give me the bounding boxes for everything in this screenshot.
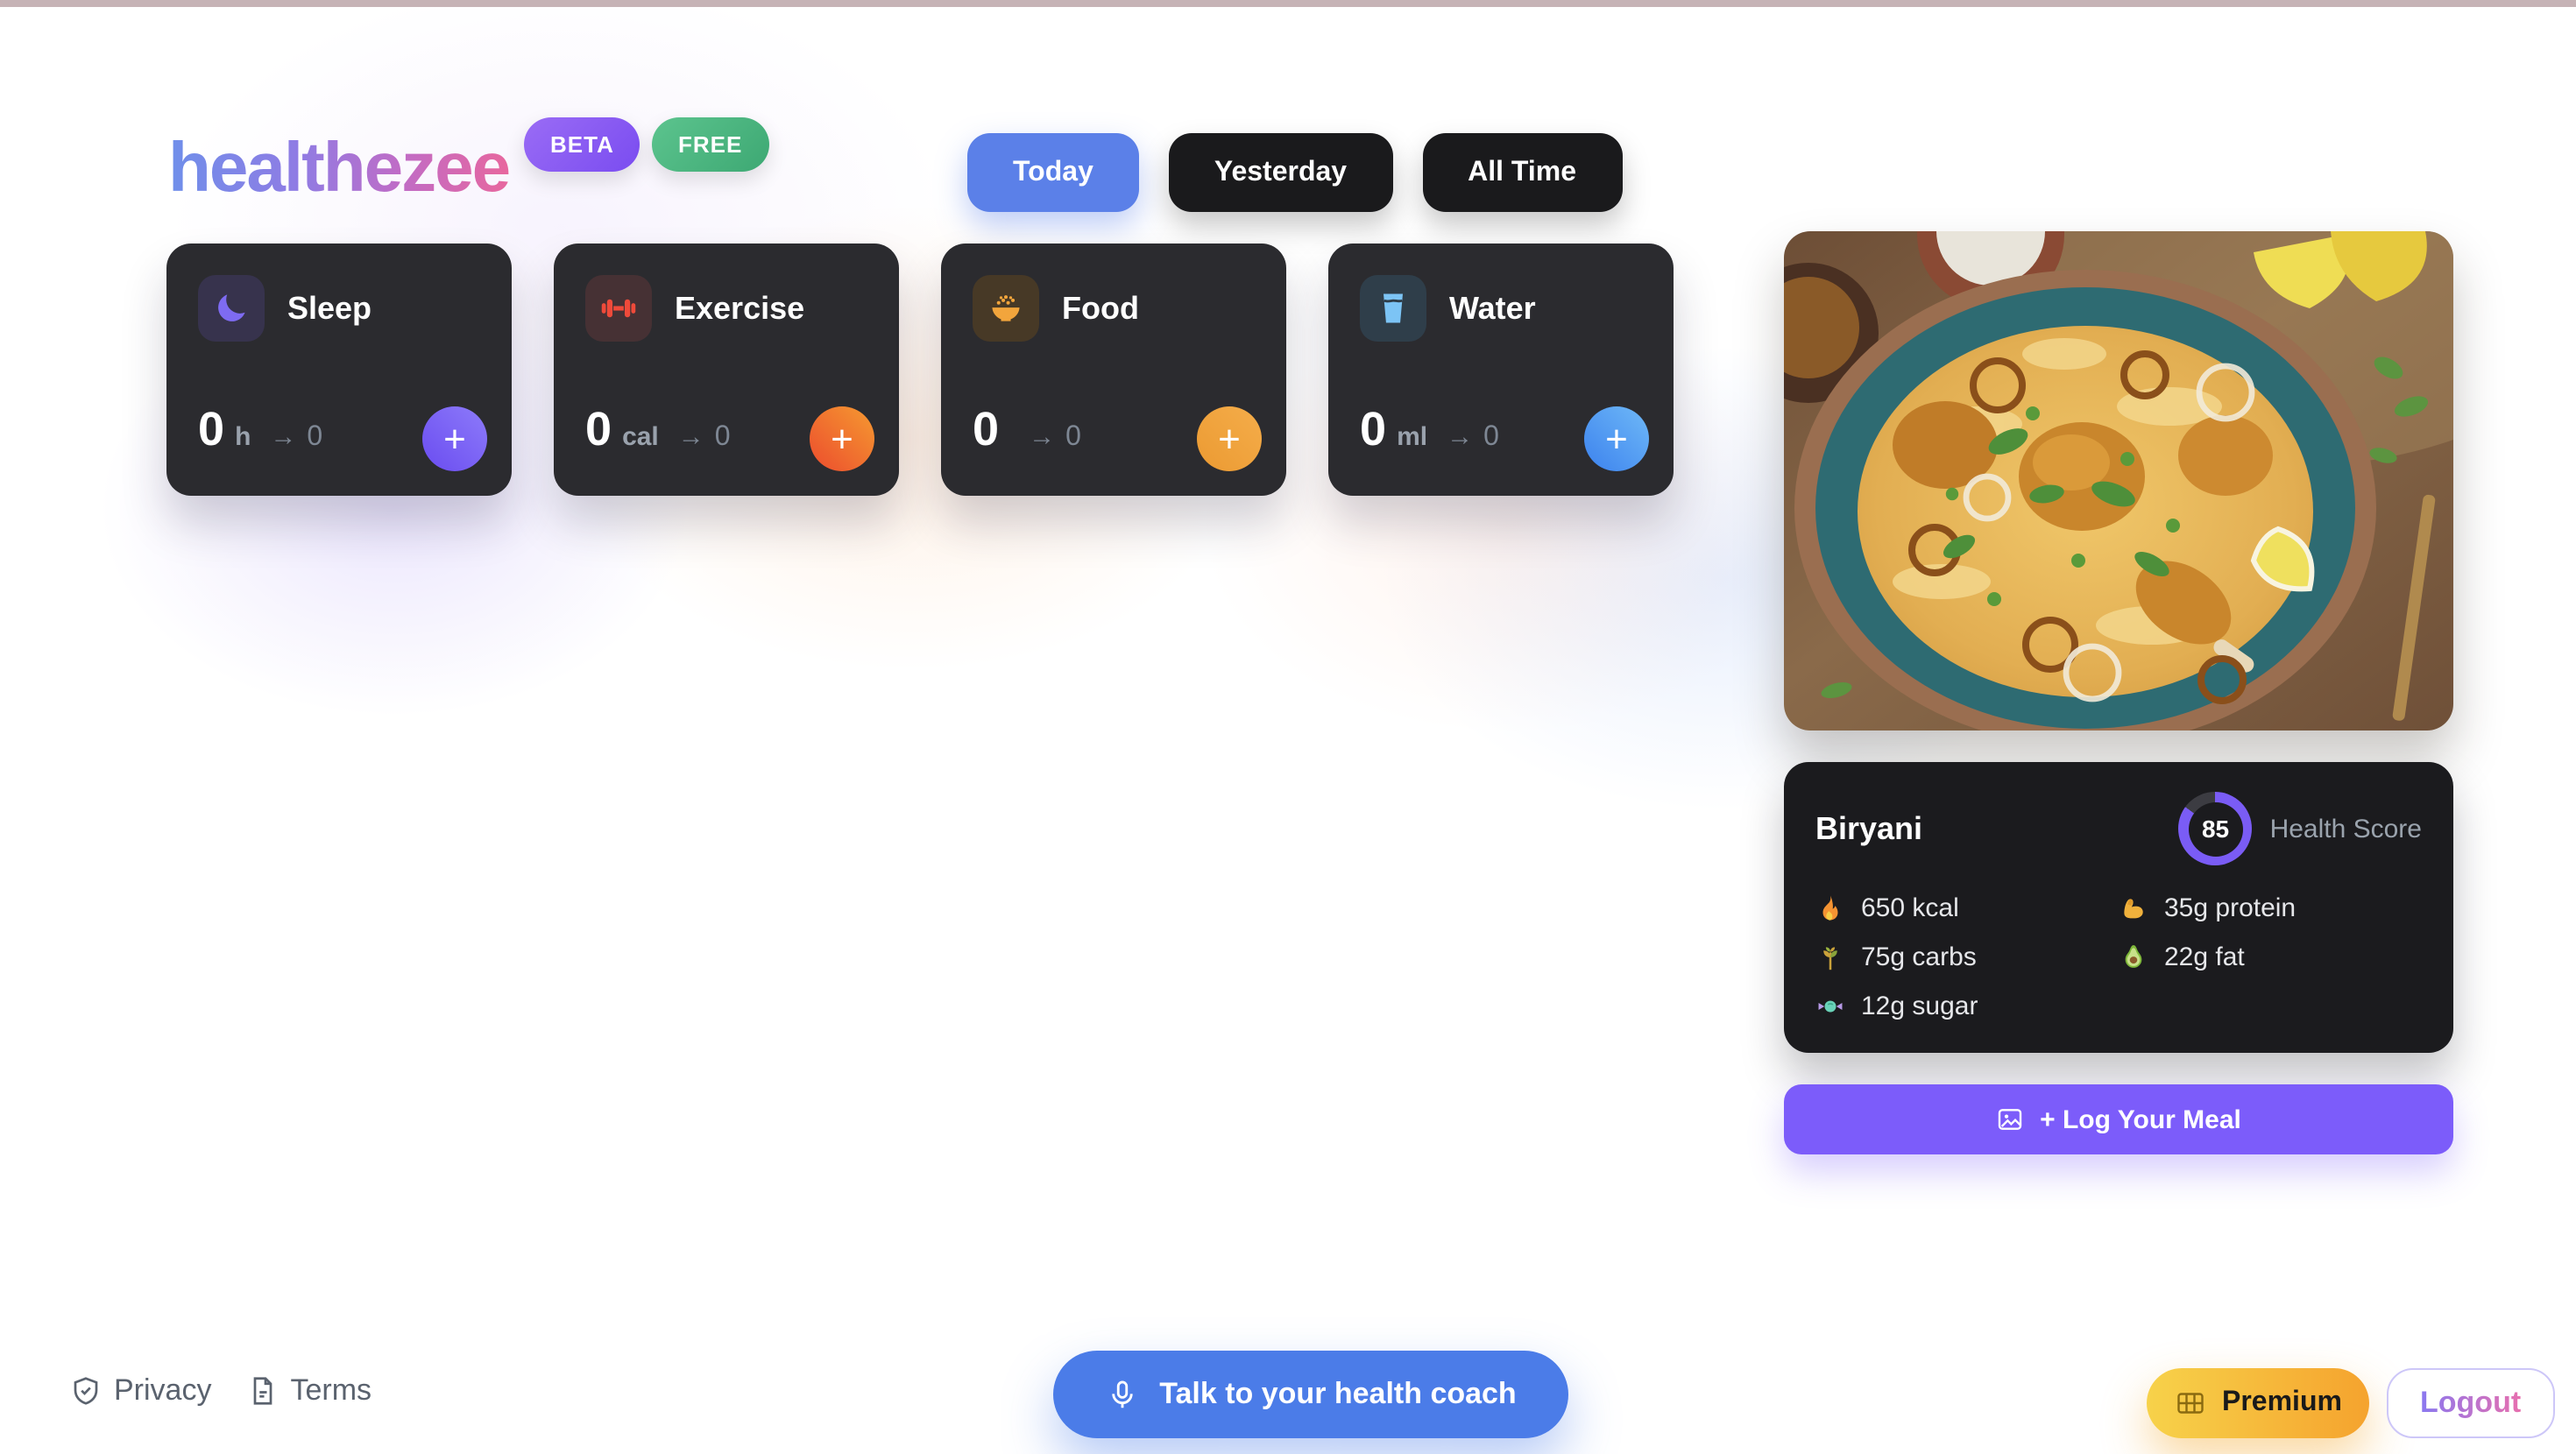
exercise-value: 0 — [585, 403, 612, 455]
talk-to-health-coach-button[interactable]: Talk to your health coach — [1053, 1351, 1568, 1438]
nutrient-fat: 22g fat — [2119, 942, 2422, 972]
fire-icon — [1822, 895, 1838, 921]
arrow-icon: → — [677, 422, 704, 452]
food-goal: 0 — [1065, 422, 1081, 452]
rice-sheaf-icon — [1823, 947, 1837, 971]
sleep-value-row: 0 h → 0 — [198, 403, 322, 457]
arrow-icon: → — [1447, 422, 1474, 452]
arrow-icon: → — [1029, 422, 1056, 452]
nutrient-sugar-text: 12g sugar — [1861, 992, 1978, 1021]
candy-icon — [1818, 1000, 1843, 1013]
water-value: 0 — [1360, 403, 1387, 455]
add-water-button[interactable]: + — [1584, 406, 1649, 471]
privacy-link[interactable]: Privacy — [70, 1373, 211, 1408]
nutrients-grid: 650 kcal 35g protein 75g carbs 22g fat 1… — [1815, 893, 2422, 1021]
photo-icon — [1998, 1109, 2022, 1130]
nutrient-calories-text: 650 kcal — [1861, 893, 1959, 923]
coach-button-label: Talk to your health coach — [1159, 1377, 1517, 1410]
food-card: Food 0 → 0 + — [941, 244, 1286, 496]
nutrient-carbs-text: 75g carbs — [1861, 942, 1977, 972]
meal-name: Biryani — [1815, 810, 1923, 845]
premium-label: Premium — [2222, 1387, 2342, 1417]
water-glass-icon — [1360, 275, 1426, 342]
water-card-title: Water — [1449, 290, 1536, 325]
sleep-card: Sleep 0 h → 0 + — [166, 244, 512, 496]
privacy-label: Privacy — [114, 1373, 212, 1407]
beta-badge: BETA — [524, 117, 640, 172]
top-accent-bar — [0, 0, 2576, 7]
food-card-title: Food — [1062, 290, 1139, 325]
tab-yesterday[interactable]: Yesterday — [1168, 133, 1393, 212]
add-sleep-button[interactable]: + — [422, 406, 487, 471]
nutrient-fat-text: 22g fat — [2164, 942, 2245, 972]
nutrient-protein-text: 35g protein — [2164, 893, 2296, 923]
food-value-row: 0 → 0 — [973, 403, 1081, 457]
nutrient-protein: 35g protein — [2119, 893, 2422, 923]
document-icon — [253, 1377, 272, 1405]
moon-icon — [198, 275, 265, 342]
arrow-icon: → — [270, 422, 297, 452]
meal-info-header: Biryani 85 Health Score — [1815, 792, 2422, 865]
avocado-icon — [2125, 945, 2142, 968]
logout-label: Logout — [2420, 1386, 2522, 1419]
health-score-value: 85 — [2188, 801, 2243, 856]
health-score-ring: 85 — [2178, 792, 2253, 865]
sleep-value: 0 — [198, 403, 225, 455]
dumbbell-icon — [585, 275, 652, 342]
food-card-header: Food — [973, 275, 1139, 342]
microphone-icon — [1111, 1380, 1132, 1408]
bowl-icon — [973, 275, 1039, 342]
log-your-meal-button[interactable]: + Log Your Meal — [1784, 1084, 2453, 1154]
exercise-goal: 0 — [714, 422, 731, 452]
nutrient-sugar: 12g sugar — [1815, 992, 2119, 1021]
water-value-row: 0 ml → 0 — [1360, 403, 1499, 457]
free-badge: FREE — [652, 117, 769, 172]
premium-button[interactable]: Premium — [2147, 1368, 2370, 1438]
water-goal: 0 — [1483, 422, 1499, 452]
meal-photo-illustration — [1784, 231, 2453, 731]
add-food-button[interactable]: + — [1197, 406, 1262, 471]
tab-today[interactable]: Today — [967, 133, 1139, 212]
nutrient-carbs: 75g carbs — [1815, 942, 2119, 972]
sleep-card-title: Sleep — [287, 290, 372, 325]
logout-button[interactable]: Logout — [2387, 1368, 2555, 1438]
sleep-card-header: Sleep — [198, 275, 372, 342]
meal-info-card: Biryani 85 Health Score 650 kcal 35g pro… — [1784, 762, 2453, 1053]
tracker-cards-row: Sleep 0 h → 0 + — [166, 244, 1674, 496]
exercise-card: Exercise 0 cal → 0 + — [554, 244, 899, 496]
health-score: 85 Health Score — [2178, 792, 2422, 865]
nutrient-calories: 650 kcal — [1815, 893, 2119, 923]
muscle-icon — [2124, 899, 2143, 919]
sleep-unit: h — [235, 422, 251, 452]
exercise-unit: cal — [622, 422, 659, 452]
shield-check-icon — [74, 1377, 98, 1405]
app-logo: healthezee — [168, 130, 511, 207]
log-your-meal-label: + Log Your Meal — [2040, 1105, 2241, 1134]
terms-label: Terms — [290, 1373, 372, 1407]
meal-photo — [1784, 231, 2453, 731]
time-range-tabs: Today Yesterday All Time — [967, 133, 1622, 212]
exercise-card-header: Exercise — [585, 275, 804, 342]
tab-all-time[interactable]: All Time — [1422, 133, 1622, 212]
terms-link[interactable]: Terms — [246, 1373, 372, 1408]
add-exercise-button[interactable]: + — [810, 406, 874, 471]
food-value: 0 — [973, 403, 1000, 455]
exercise-card-title: Exercise — [675, 290, 805, 325]
exercise-value-row: 0 cal → 0 — [585, 403, 731, 457]
sleep-goal: 0 — [307, 422, 323, 452]
card-grid-icon — [2177, 1393, 2204, 1414]
water-card-header: Water — [1360, 275, 1536, 342]
water-unit: ml — [1397, 422, 1428, 452]
water-card: Water 0 ml → 0 + — [1328, 244, 1674, 496]
footer-links: Privacy Terms — [70, 1373, 372, 1408]
health-score-label: Health Score — [2269, 814, 2422, 843]
